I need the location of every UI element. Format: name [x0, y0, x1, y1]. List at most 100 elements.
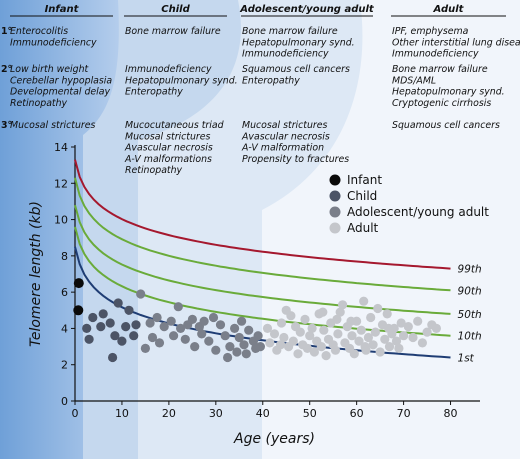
point-3-4 [276, 318, 287, 328]
point-3-1 [265, 338, 275, 348]
point-3-40 [363, 332, 373, 343]
feature-3-0-0: IPF, emphysema [392, 26, 469, 37]
point-1-11 [124, 305, 134, 315]
point-3-68 [332, 314, 342, 324]
feature-3-2-0: Squamous cell cancers [392, 120, 500, 131]
point-3-5 [279, 332, 289, 343]
point-3-0 [262, 323, 273, 333]
point-2-25 [230, 323, 240, 333]
column-header-2: Adolescent/young adult [239, 4, 375, 15]
point-0-1 [73, 305, 84, 316]
x-tick-label-0: 0 [72, 407, 79, 420]
point-3-17 [309, 347, 319, 357]
point-0-0 [73, 278, 84, 289]
point-2-10 [176, 323, 186, 333]
point-3-16 [307, 323, 317, 333]
x-tick-label-7: 70 [397, 407, 411, 420]
point-2-22 [220, 331, 230, 341]
curve-label-4: 1st [458, 352, 475, 364]
point-3-67 [360, 342, 370, 352]
point-2-11 [180, 334, 190, 344]
feature-1-2-0: Mucocutaneous triad [125, 120, 224, 131]
feature-2-1-1: Enteropathy [242, 75, 300, 86]
y-tick-label-2: 4 [61, 322, 68, 335]
point-2-31 [244, 325, 254, 335]
point-3-11 [295, 327, 305, 337]
point-2-5 [154, 338, 165, 348]
point-3-66 [276, 340, 286, 350]
point-1-9 [117, 336, 127, 346]
point-1-1 [84, 334, 94, 344]
point-2-1 [140, 343, 150, 353]
rank-label-2: 3° [1, 120, 12, 131]
x-tick-label-5: 50 [303, 407, 317, 420]
feature-3-1-2: Hepatopulmonary synd. [392, 87, 505, 98]
point-2-21 [215, 320, 226, 330]
point-3-26 [330, 345, 341, 355]
x-tick-label-2: 20 [162, 407, 176, 420]
point-3-14 [302, 343, 312, 353]
x-tick-label-8: 80 [444, 407, 458, 420]
point-3-55 [399, 331, 409, 341]
point-1-10 [121, 322, 131, 332]
point-3-62 [431, 323, 441, 333]
point-2-2 [145, 318, 155, 328]
point-3-53 [394, 343, 404, 353]
legend-marker-1 [329, 190, 341, 202]
point-2-27 [234, 332, 244, 343]
feature-0-1-3: Retinopathy [10, 98, 68, 109]
point-3-38 [359, 296, 369, 306]
curve-4 [74, 246, 451, 359]
point-3-8 [288, 336, 298, 346]
feature-3-1-1: MDS/AML [392, 75, 436, 86]
x-axis-label: Age (years) [233, 431, 315, 447]
feature-0-0-0: Enterocolitis [10, 26, 68, 37]
point-2-30 [241, 349, 251, 359]
point-2-35 [255, 342, 265, 352]
feature-1-2-3: A-V malformations [124, 154, 212, 165]
feature-2-2-0: Mucosal strictures [242, 120, 328, 131]
feature-2-1-0: Squamous cell cancers [242, 64, 350, 75]
point-3-59 [417, 338, 427, 348]
y-tick-label-5: 10 [54, 214, 68, 227]
feature-0-0-1: Immunodeficiency [10, 37, 97, 48]
feature-1-0-0: Bone marrow failure [125, 26, 221, 37]
point-2-26 [232, 347, 242, 357]
legend-marker-2 [329, 206, 341, 218]
point-3-63 [281, 305, 291, 315]
point-3-69 [384, 323, 394, 333]
axes: 0 10 20 30 40 50 60 70 80 0 2 4 6 8 10 12 14 Age (years) T… [28, 141, 480, 447]
legend-label-0: Infant [347, 173, 382, 187]
feature-2-2-2: A-V malformation [241, 143, 324, 154]
point-3-2 [269, 329, 280, 339]
point-2-28 [237, 316, 247, 326]
point-3-57 [408, 332, 418, 343]
point-3-36 [354, 336, 364, 346]
x-tick-label-3: 30 [209, 407, 223, 420]
legend-marker-3 [329, 222, 341, 234]
point-3-41 [366, 312, 376, 323]
feature-1-1-1: Hepatopulmonary synd. [125, 75, 238, 86]
point-3-43 [370, 327, 380, 337]
curve-label-2: 50th [458, 309, 482, 321]
x-tick-label-4: 40 [256, 407, 270, 420]
feature-0-1-2: Developmental delay [10, 87, 111, 98]
point-2-7 [166, 316, 176, 326]
y-tick-label-6: 12 [54, 177, 68, 190]
point-3-33 [347, 331, 357, 341]
curve-1 [74, 177, 451, 292]
column-header-3: Adult [433, 4, 465, 15]
feature-2-2-3: Propensity to fractures [242, 154, 349, 165]
point-2-8 [169, 331, 179, 341]
point-3-49 [384, 342, 395, 352]
point-3-44 [373, 303, 383, 314]
point-3-13 [300, 314, 310, 324]
y-tick-label-0: 0 [61, 395, 68, 408]
point-2-0 [136, 289, 146, 299]
point-3-65 [346, 316, 356, 326]
point-3-42 [368, 340, 378, 350]
legend-label-2: Adolescent/young adult [347, 205, 489, 219]
